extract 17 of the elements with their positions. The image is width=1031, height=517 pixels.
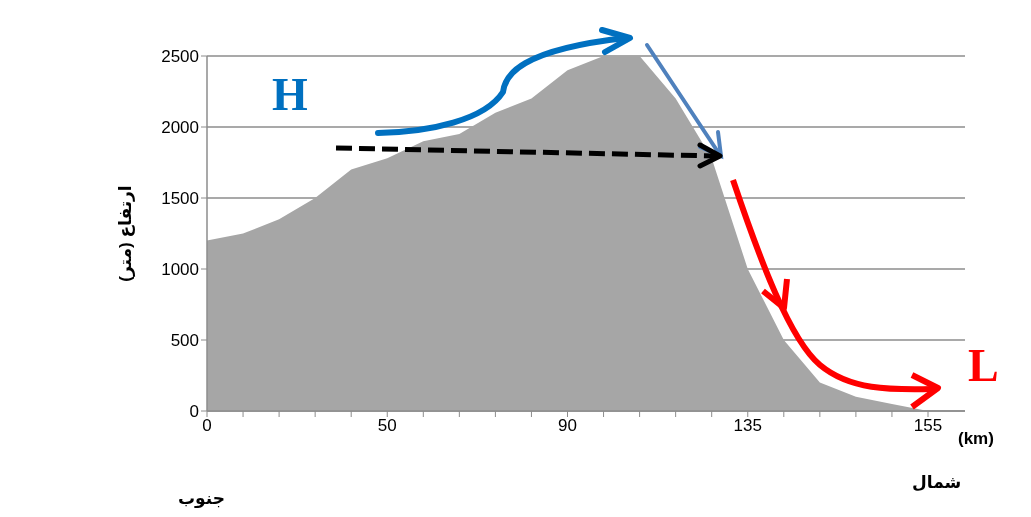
x-tick-label: 155 bbox=[913, 416, 943, 436]
y-tick-label: 1000 bbox=[161, 260, 199, 280]
y-tick-label: 1500 bbox=[161, 189, 199, 209]
y-tick-label: 500 bbox=[170, 331, 199, 351]
y-tick-label: 2500 bbox=[161, 47, 199, 67]
text: جنوب bbox=[178, 489, 225, 508]
x-tick-label: 50 bbox=[377, 416, 397, 436]
x-tick-label: 135 bbox=[733, 416, 762, 436]
x-tick-label: 0 bbox=[202, 416, 212, 436]
text: L bbox=[968, 340, 999, 391]
y-tick-label: 2000 bbox=[161, 118, 199, 138]
text: شمال bbox=[912, 473, 962, 492]
annotation: H bbox=[272, 69, 308, 120]
text: (km) bbox=[958, 429, 994, 448]
y-axis-title: ارتفاع (متر) bbox=[116, 185, 137, 282]
x-tick-label: 90 bbox=[558, 416, 577, 436]
y-tick-label: 0 bbox=[189, 402, 199, 422]
